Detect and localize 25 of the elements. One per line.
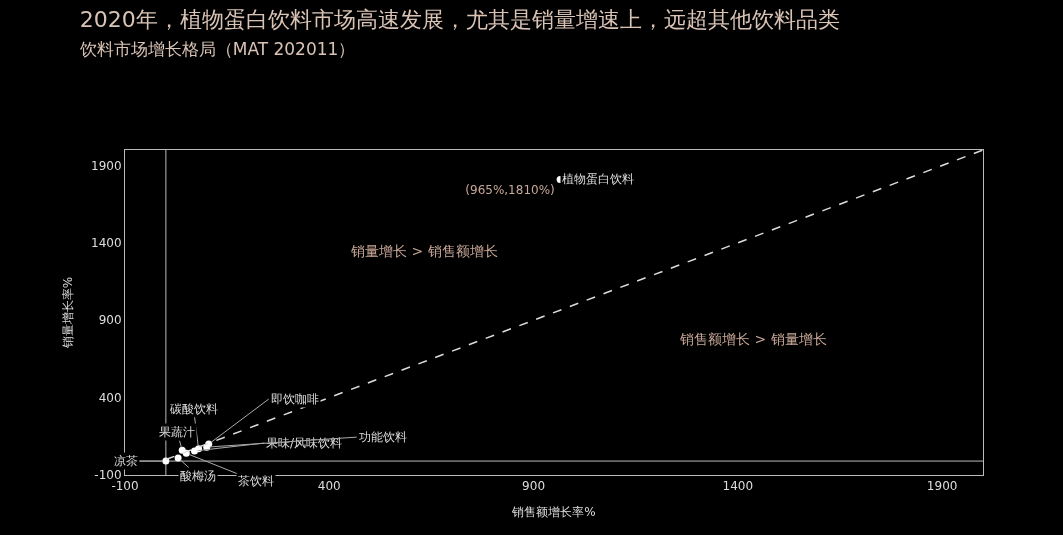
x-tick-label: 400 (317, 479, 341, 494)
y-tick-label: 400 (98, 390, 122, 405)
y-tick-label: 900 (98, 313, 122, 328)
x-tick-label: 1400 (722, 479, 754, 494)
series-label: 果蔬汁 (159, 425, 195, 439)
series-label: 酸梅汤 (180, 469, 216, 483)
x-axis-title: 销售额增长率% (511, 505, 596, 520)
text: 功能饮料 (359, 430, 407, 444)
y-tick-label: 1900 (91, 158, 122, 173)
text: 茶饮料 (238, 474, 274, 488)
text: 果味/风味饮料 (266, 436, 343, 450)
x-tick-label: 1900 (926, 479, 958, 494)
y-tick-label: 1400 (91, 236, 122, 251)
data-label: (965%,1810%) (465, 182, 555, 197)
y-axis-title: 销量增长率% (61, 276, 76, 350)
annotation: 销量增长 > 销售额增长 (350, 243, 498, 259)
series-label: 植物蛋白饮料 (562, 172, 634, 186)
text: 凉茶 (114, 454, 138, 468)
x-tick-label: -100 (111, 479, 139, 494)
text: 碳酸饮料 (169, 402, 218, 416)
annotation: 销售额增长 > 销量增长 (679, 331, 827, 347)
chart-subtitle: 饮料市场增长格局（MAT 202011） (78, 39, 356, 60)
text: 即饮咖啡 (271, 392, 319, 406)
x-tick-label: 900 (522, 479, 546, 494)
chart-title: 2020年，植物蛋白饮料市场高速发展，尤其是销量增速上，远超其他饮料品类 (79, 6, 840, 32)
